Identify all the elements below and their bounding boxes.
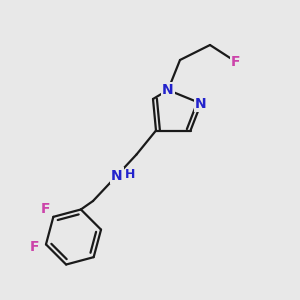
Text: H: H	[124, 168, 135, 182]
Text: F: F	[40, 202, 50, 216]
Text: F: F	[231, 55, 240, 68]
Text: N: N	[195, 97, 207, 110]
Text: N: N	[162, 83, 174, 97]
Text: F: F	[30, 240, 40, 254]
Text: N: N	[111, 169, 123, 182]
